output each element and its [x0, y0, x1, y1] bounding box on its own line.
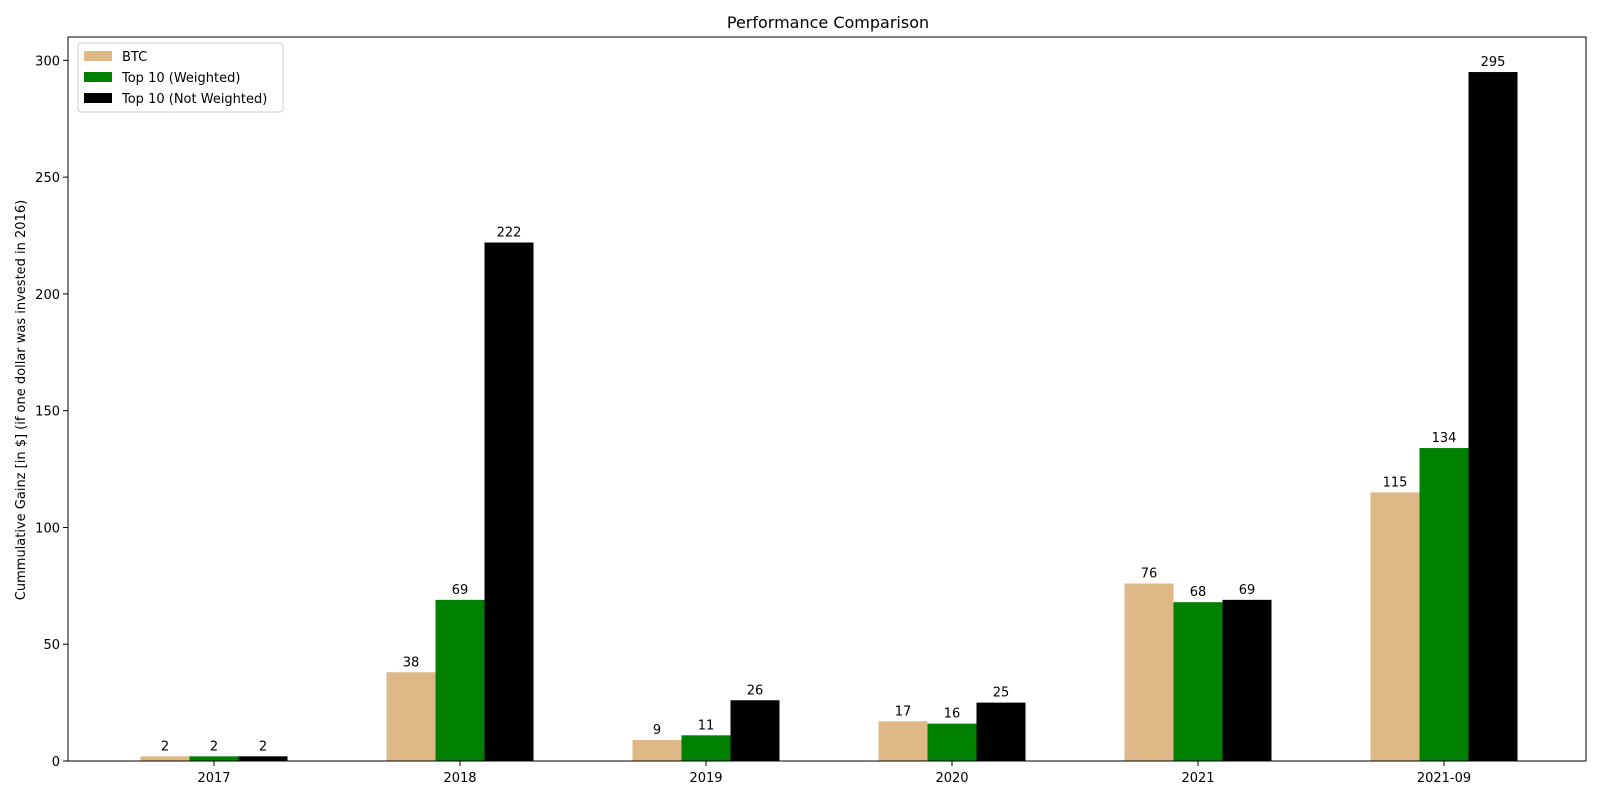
legend-swatch [84, 72, 112, 82]
y-tick-label: 300 [35, 54, 60, 69]
bar [730, 700, 780, 761]
y-tick-label: 100 [35, 521, 60, 536]
data-label: 69 [1239, 583, 1256, 598]
bar [681, 735, 731, 761]
data-label: 9 [653, 723, 661, 738]
y-axis-ticks: 0 50 100 150 200 250 300 [35, 54, 68, 770]
bar [878, 721, 928, 761]
x-tick-label: 2020 [935, 771, 968, 786]
data-label: 2 [259, 739, 267, 754]
data-label: 38 [403, 655, 420, 670]
bar [238, 756, 288, 761]
bar [1419, 448, 1469, 761]
x-tick-label: 2021 [1181, 771, 1214, 786]
legend-label: Top 10 (Not Weighted) [121, 92, 267, 107]
data-label: 25 [993, 686, 1010, 701]
legend-box [77, 42, 284, 113]
bar [1173, 602, 1223, 761]
data-label: 76 [1141, 567, 1158, 582]
y-tick-label: 200 [35, 288, 60, 303]
x-tick-label: 2021-09 [1417, 771, 1471, 786]
bar [1124, 583, 1174, 761]
legend-label: BTC [122, 50, 147, 65]
bar [1370, 492, 1420, 761]
data-label: 11 [698, 718, 715, 733]
bar [1468, 72, 1518, 762]
bar [435, 599, 485, 761]
bar [1222, 599, 1272, 761]
data-label: 295 [1481, 55, 1506, 70]
y-tick-label: 0 [52, 755, 60, 770]
x-tick-label: 2017 [197, 771, 230, 786]
data-label: 134 [1432, 431, 1457, 446]
bar [386, 672, 436, 761]
data-label: 2 [210, 739, 218, 754]
bar [976, 702, 1026, 761]
y-tick-label: 50 [43, 638, 60, 653]
data-label: 68 [1190, 585, 1207, 600]
data-label: 17 [895, 704, 912, 719]
chart-title: Performance Comparison [727, 13, 929, 32]
bar [189, 756, 239, 761]
x-tick-label: 2018 [443, 771, 476, 786]
bar [927, 723, 977, 761]
legend-label: Top 10 (Weighted) [121, 71, 240, 86]
data-label: 26 [747, 683, 764, 698]
bars [140, 72, 1518, 762]
plot-frame [67, 36, 1587, 762]
x-tick-label: 2019 [689, 771, 722, 786]
data-label: 16 [944, 707, 961, 722]
legend-swatch [84, 93, 112, 103]
bar [484, 242, 534, 761]
legend: BTC Top 10 (Weighted) Top 10 (Not Weighted… [77, 42, 284, 113]
legend-swatch [84, 51, 112, 61]
bar [632, 739, 682, 761]
data-label: 2 [161, 739, 169, 754]
y-tick-label: 250 [35, 171, 60, 186]
data-label: 115 [1383, 475, 1408, 490]
data-label: 222 [497, 226, 522, 241]
y-axis-label: Cummulative Gainz [in $] (if one dollar … [14, 200, 29, 600]
data-label: 69 [452, 583, 469, 598]
bar [140, 756, 190, 761]
x-axis-ticks: 2017 2018 2019 2020 2021 2021-09 [197, 761, 1471, 786]
y-tick-label: 150 [35, 405, 60, 420]
